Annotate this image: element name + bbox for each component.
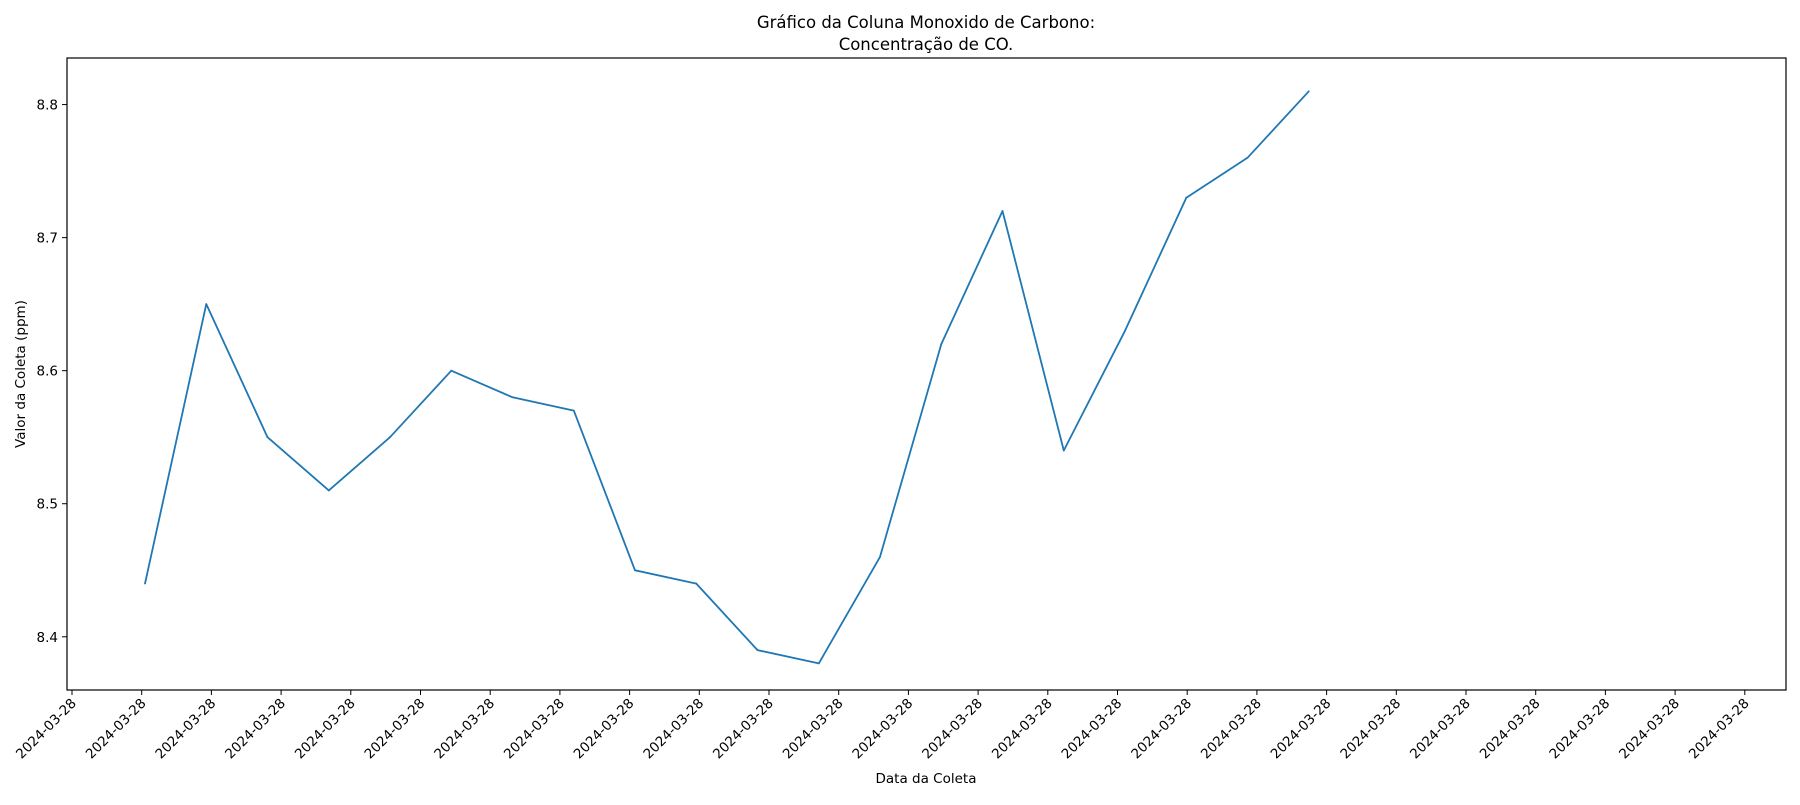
- x-tick-label: 2024-03-28: [1268, 696, 1335, 763]
- data-point: [1246, 156, 1249, 159]
- y-tick-label: 8.5: [37, 497, 58, 513]
- data-point: [389, 436, 391, 439]
- y-axis: 8.4 8.5 8.6 8.7 8.8: [37, 98, 67, 646]
- x-axis: 2024-03-28 2024-03-28 2024-03-28 2024-03-28…: [13, 690, 1753, 762]
- data-point: [756, 649, 759, 651]
- y-tick-label: 8.7: [37, 231, 58, 247]
- x-tick-label: 2024-03-28: [152, 696, 219, 763]
- y-axis-label: Valor da Coleta (ppm): [13, 300, 29, 448]
- x-tick-label: 2024-03-28: [640, 696, 707, 763]
- data-point: [940, 343, 943, 345]
- x-tick-label: 2024-03-28: [222, 696, 289, 763]
- data-point: [695, 582, 698, 585]
- x-tick-label: 2024-03-28: [1337, 696, 1404, 763]
- chart-title-line-1: Gráfico da Coluna Monoxido de Carbono:: [757, 13, 1095, 32]
- series-line: [144, 90, 1310, 665]
- x-tick-label: 2024-03-28: [1128, 696, 1195, 763]
- data-point: [817, 662, 820, 665]
- data-point: [1307, 90, 1310, 93]
- x-tick-label: 2024-03-28: [1477, 696, 1544, 763]
- data-point: [879, 556, 881, 558]
- data-point: [144, 582, 146, 585]
- x-tick-label: 2024-03-28: [989, 696, 1056, 763]
- x-tick-label: 2024-03-28: [1407, 696, 1474, 763]
- chart-title-line-2: Concentração de CO.: [839, 35, 1014, 54]
- x-tick-label: 2024-03-28: [1616, 696, 1683, 763]
- x-tick-label: 2024-03-28: [1686, 696, 1753, 763]
- x-tick-label: 2024-03-28: [1059, 696, 1126, 763]
- y-tick-label: 8.4: [37, 630, 58, 646]
- data-point: [572, 409, 575, 412]
- data-point: [1062, 449, 1065, 452]
- x-tick-label: 2024-03-28: [919, 696, 986, 763]
- data-point: [1185, 196, 1188, 199]
- data-point: [327, 489, 330, 492]
- plot-area-frame: [66, 57, 1787, 691]
- data-point: [205, 303, 208, 306]
- x-tick-label: 2024-03-28: [13, 696, 80, 763]
- x-tick-label: 2024-03-28: [501, 696, 568, 763]
- x-tick-label: 2024-03-28: [780, 696, 847, 763]
- x-tick-label: 2024-03-28: [292, 696, 359, 763]
- x-tick-label: 2024-03-28: [83, 696, 150, 763]
- x-tick-label: 2024-03-28: [710, 696, 777, 763]
- data-point: [266, 436, 269, 439]
- x-tick-label: 2024-03-28: [431, 696, 498, 763]
- x-tick-label: 2024-03-28: [1546, 696, 1613, 763]
- data-point: [1001, 210, 1004, 212]
- x-tick-label: 2024-03-28: [571, 696, 638, 763]
- series-layer: [144, 90, 1310, 665]
- y-tick-label: 8.8: [37, 98, 58, 114]
- x-tick-label: 2024-03-28: [1198, 696, 1265, 763]
- data-point: [1124, 329, 1126, 332]
- x-tick-label: 2024-03-28: [849, 696, 916, 763]
- data-point: [634, 569, 636, 572]
- x-axis-label: Data da Coleta: [876, 771, 977, 787]
- x-tick-label: 2024-03-28: [362, 696, 429, 763]
- data-point: [511, 396, 514, 399]
- data-point: [450, 369, 453, 372]
- y-tick-label: 8.6: [37, 364, 58, 380]
